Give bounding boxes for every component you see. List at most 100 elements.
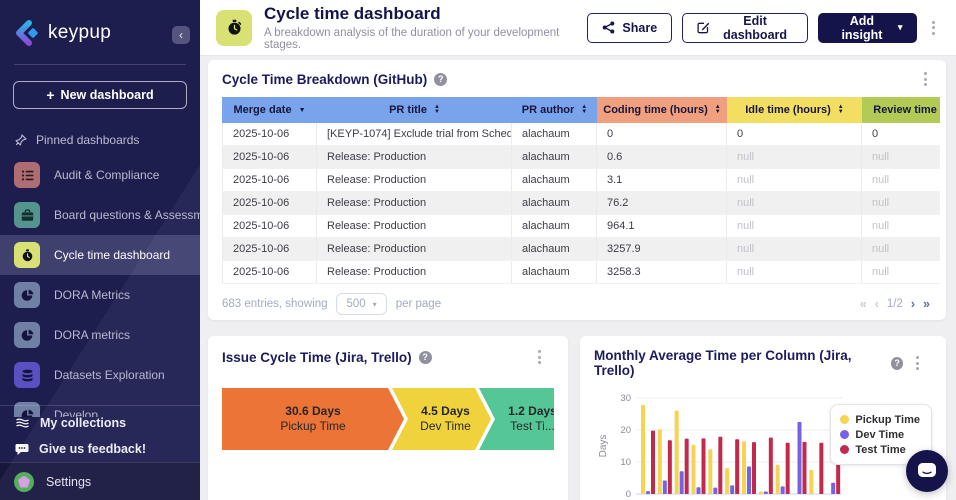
- feedback-link[interactable]: Give us feedback!: [0, 436, 200, 462]
- page-subtitle: A breakdown analysis of the duration of …: [264, 27, 560, 51]
- column-header[interactable]: Review time (hours)▲▼: [862, 97, 940, 123]
- logo-text: keypup: [48, 22, 112, 43]
- table-cell: Release: Production: [317, 238, 512, 260]
- next-page-button[interactable]: ›: [910, 297, 916, 311]
- chat-widget-button[interactable]: [906, 450, 948, 492]
- table-cell: null: [862, 261, 940, 283]
- monthly-average-chart-panel: Monthly Average Time per Column (Jira, T…: [580, 336, 946, 500]
- sidebar-item[interactable]: Datasets Exploration: [0, 355, 200, 395]
- legend-label: Pickup Time: [855, 413, 920, 426]
- table-cell: 2025-10-06: [222, 215, 317, 237]
- settings-label: Settings: [46, 474, 92, 489]
- sidebar-item-label: Audit & Compliance: [54, 168, 160, 182]
- panel-head: Cycle Time Breakdown (GitHub) ?: [222, 70, 940, 88]
- sidebar-item[interactable]: DORA Metrics: [0, 275, 200, 315]
- column-header[interactable]: PR author ▲ ▼: [512, 97, 597, 123]
- panel-kebab-menu-icon[interactable]: [532, 348, 546, 366]
- my-collections-label: My collections: [40, 416, 127, 430]
- new-dashboard-button[interactable]: + New dashboard: [13, 81, 187, 109]
- sidebar-item-label: Develop...: [54, 408, 109, 417]
- help-icon[interactable]: ?: [890, 356, 904, 370]
- legend-item: Pickup Time: [840, 412, 920, 427]
- svg-text:Days: Days: [598, 435, 609, 458]
- first-page-button[interactable]: «: [859, 297, 867, 311]
- column-header[interactable]: Idle time (hours) ▲ ▼: [727, 97, 862, 123]
- column-header[interactable]: Coding time (hours) ▲ ▼: [597, 97, 727, 123]
- sidebar-item[interactable]: Board questions & Assessm...: [0, 195, 200, 235]
- funnel-stage: 4.5 Days Dev Time: [392, 388, 491, 450]
- pie-chart-icon: [14, 402, 40, 417]
- table-cell: 76.2: [597, 192, 727, 214]
- share-label: Share: [622, 20, 658, 35]
- sort-icon: ▲ ▼: [581, 104, 588, 115]
- table-body: 2025-10-06 [KEYP-1074] Exclude trial from…: [222, 123, 940, 284]
- checklist-icon: [14, 162, 40, 188]
- edit-dashboard-label: Edit dashboard: [723, 13, 788, 42]
- help-icon[interactable]: ?: [418, 350, 432, 364]
- add-insight-button[interactable]: Add insight ▾: [818, 12, 918, 43]
- layers-icon: [15, 416, 30, 430]
- table-cell: 964.1: [597, 215, 727, 237]
- pr-table: Merge date ▼ PR title ▲ ▼ PR author ▲ ▼ Coding t…: [222, 97, 940, 284]
- table-row: 2025-10-06 Release: Production alachaum 325…: [222, 238, 940, 261]
- column-label: PR author: [521, 104, 575, 116]
- table-row: 2025-10-06 Release: Production alachaum 76.…: [222, 192, 940, 215]
- panel-kebab-menu-icon[interactable]: [918, 70, 932, 88]
- cycle-time-breakdown-panel: Cycle Time Breakdown (GitHub) ? Merge da…: [208, 60, 946, 320]
- column-header[interactable]: PR title ▲ ▼: [317, 97, 512, 123]
- chat-bubble-icon: [15, 443, 29, 456]
- table-cell: alachaum: [512, 146, 597, 168]
- header-kebab-menu-icon[interactable]: [927, 19, 940, 37]
- sidebar-collapse-button[interactable]: ‹: [172, 26, 190, 44]
- sidebar-item-label: Board questions & Assessm...: [54, 208, 200, 222]
- title-block: Cycle time dashboard A breakdown analysi…: [264, 4, 575, 51]
- table-cell: 2025-10-06: [222, 261, 317, 283]
- add-insight-label: Add insight: [841, 13, 883, 42]
- prev-page-button[interactable]: ‹: [874, 297, 879, 311]
- table-row: 2025-10-06 Release: Production alachaum 964…: [222, 215, 940, 238]
- table-cell: null: [727, 238, 862, 260]
- settings-item[interactable]: Settings: [0, 462, 200, 500]
- panel-title: Issue Cycle Time (Jira, Trello): [222, 349, 412, 365]
- per-page-label: per page: [395, 298, 442, 310]
- last-page-button[interactable]: »: [923, 297, 930, 311]
- sidebar-item[interactable]: Audit & Compliance: [0, 155, 200, 195]
- logo: keypup ‹: [0, 0, 200, 58]
- sidebar-item[interactable]: Cycle time dashboard: [0, 235, 200, 275]
- page-size-select[interactable]: 500 ▾: [336, 293, 387, 315]
- sidebar-item-label: DORA Metrics: [54, 288, 131, 302]
- edit-icon: [697, 21, 710, 34]
- column-header[interactable]: Merge date ▼: [222, 97, 317, 123]
- panel-kebab-menu-icon[interactable]: [910, 354, 924, 372]
- pinned-dashboards-header: Pinned dashboards: [0, 133, 200, 147]
- table-cell: null: [727, 215, 862, 237]
- table-cell: Release: Production: [317, 146, 512, 168]
- help-icon[interactable]: ?: [434, 72, 448, 86]
- table-cell: null: [862, 192, 940, 214]
- pager-controls: « ‹ 1/2 › »: [860, 297, 930, 311]
- stopwatch-icon: [14, 242, 40, 268]
- sidebar-item[interactable]: Develop...: [0, 395, 200, 417]
- table-cell: 2025-10-06: [222, 192, 317, 214]
- sidebar-item[interactable]: DORA metrics: [0, 315, 200, 355]
- sort-icon: ▲ ▼: [433, 104, 440, 115]
- share-icon: [602, 21, 615, 34]
- panel-title: Monthly Average Time per Column (Jira, T…: [594, 348, 852, 378]
- pin-icon: [15, 134, 27, 146]
- edit-dashboard-button[interactable]: Edit dashboard: [682, 12, 809, 43]
- pie-chart-icon: [14, 282, 40, 308]
- database-icon: [14, 362, 40, 388]
- new-dashboard-label: New dashboard: [60, 88, 154, 102]
- chevron-left-icon: ‹: [179, 28, 183, 42]
- pie-chart-icon: [14, 322, 40, 348]
- my-collections-link[interactable]: My collections: [0, 410, 200, 436]
- panel-head: Issue Cycle Time (Jira, Trello) ?: [222, 348, 554, 366]
- sort-icon: ▲ ▼: [837, 104, 844, 115]
- table-cell: 2025-10-06: [222, 123, 317, 145]
- table-cell: null: [862, 215, 940, 237]
- table-cell: 2025-10-06: [222, 238, 317, 260]
- share-button[interactable]: Share: [587, 12, 673, 43]
- svg-text:0: 0: [626, 489, 631, 500]
- table-cell: null: [727, 146, 862, 168]
- table-cell: 0: [862, 123, 940, 145]
